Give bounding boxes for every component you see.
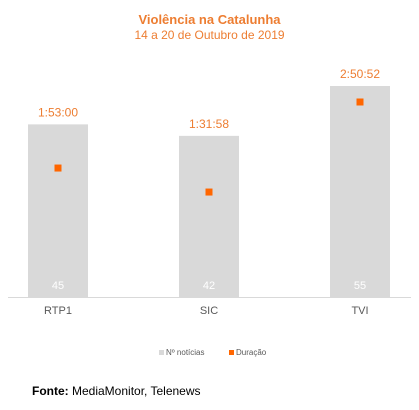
bar-rtp1	[28, 124, 88, 297]
duration-label-sic: 1:31:58	[189, 117, 229, 131]
bar-value-label-rtp1: 45	[52, 280, 64, 292]
duration-marker-rtp1	[54, 164, 62, 172]
legend-label-noticias: Nº notícias	[166, 348, 205, 357]
category-label-sic: SIC	[200, 305, 218, 317]
duration-marker-tvi	[356, 98, 364, 106]
chart-title: Violência na Catalunha	[138, 12, 281, 27]
source-text: MediaMonitor, Telenews	[72, 384, 201, 398]
bar-sic	[179, 135, 239, 297]
legend-swatch-duracao	[229, 350, 234, 355]
bar-value-label-sic: 42	[203, 280, 215, 292]
bar-value-label-tvi: 55	[354, 280, 366, 292]
legend-swatch-noticias	[159, 350, 164, 355]
duration-marker-sic	[205, 188, 213, 196]
duration-label-tvi: 2:50:52	[340, 67, 380, 81]
bar-tvi	[330, 86, 390, 297]
source-note: Fonte: MediaMonitor, Telenews	[32, 384, 201, 398]
legend-label-duracao: Duração	[236, 348, 267, 357]
category-label-rtp1: RTP1	[44, 305, 72, 317]
duration-label-rtp1: 1:53:00	[38, 105, 78, 119]
source-label: Fonte:	[32, 384, 69, 398]
chart-subtitle: 14 a 20 de Outubro de 2019	[134, 28, 285, 42]
category-label-tvi: TVI	[351, 305, 368, 317]
